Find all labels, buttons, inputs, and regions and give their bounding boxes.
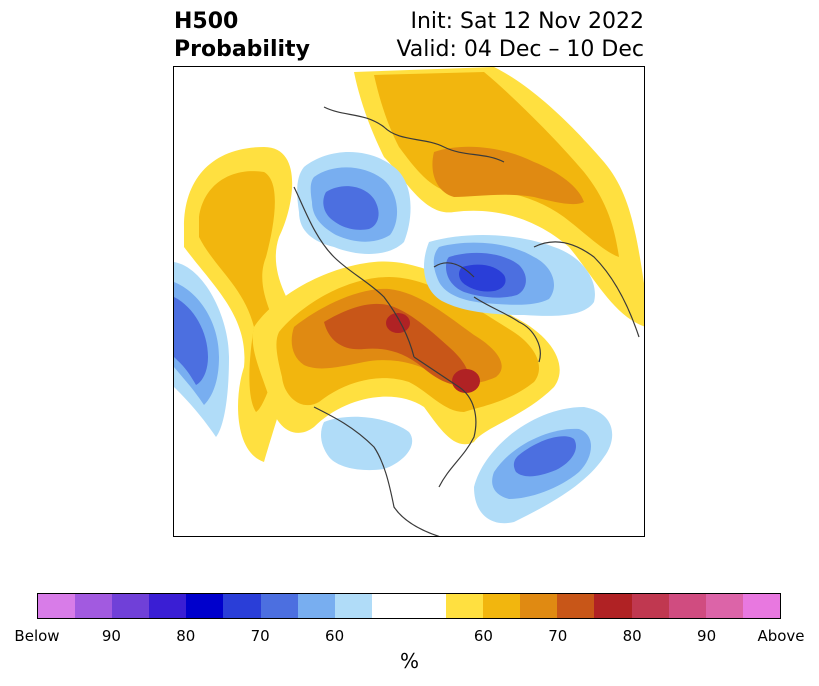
colorbar-segment [594,594,632,618]
map-svg [174,67,644,536]
colorbar-segment [705,594,743,618]
colorbar-segment [260,594,298,618]
valid-range: Valid: 04 Dec – 10 Dec [396,37,644,62]
colorbar [37,593,781,619]
colorbar-segment [483,594,521,618]
colorbar-tick-label: 80 [622,627,642,645]
central-us-trough [321,416,413,471]
colorbar-segment [149,594,187,618]
colorbar-segment [223,594,261,618]
colorbar-tick-label: 90 [697,627,717,645]
probability-map [173,66,645,537]
colorbar-unit: % [399,649,419,673]
colorbar-tick-label: Below [14,627,60,645]
map-outlines [293,106,640,536]
colorbar-segment [742,594,780,618]
colorbar-segment [371,594,409,618]
map-subtitle: Init: Sat 12 Nov 2022 Valid: 04 Dec – 10… [396,8,644,64]
colorbar-segment [557,594,595,618]
colorbar-segment [38,594,76,618]
colorbar-tick-label: 80 [176,627,196,645]
colorbar-segment [520,594,558,618]
colorbar-segment [668,594,706,618]
colorbar-tick-label: Above [757,627,805,645]
colorbar-segment [186,594,224,618]
siberia-trough [297,152,411,254]
colorbar-segment [408,594,447,618]
colorbar-segment [297,594,335,618]
colorbar-labels: Below 90 80 70 60 60 70 80 90 Above [14,627,804,647]
colorbar-tick-label: 60 [473,627,493,645]
init-date: Init: Sat 12 Nov 2022 [410,9,644,34]
colorbar-segment [446,594,484,618]
colorbar-segment [112,594,150,618]
colorbar-tick-label: 70 [250,627,270,645]
colorbar-tick-label: 90 [101,627,121,645]
colorbar-segment [75,594,113,618]
colorbar-segment [334,594,372,618]
east-pacific-trough [174,262,229,437]
colorbar-tick-label: 70 [548,627,568,645]
title-line-1: H500 [174,9,239,34]
europe-trough [424,235,595,316]
map-title: H500 Probability [174,8,310,64]
colorbar-segment [631,594,669,618]
title-line-2: Probability [174,37,310,62]
colorbar-tick-label: 60 [325,627,345,645]
atlantic-trough [474,407,613,524]
eurasia-ridge [354,67,644,327]
